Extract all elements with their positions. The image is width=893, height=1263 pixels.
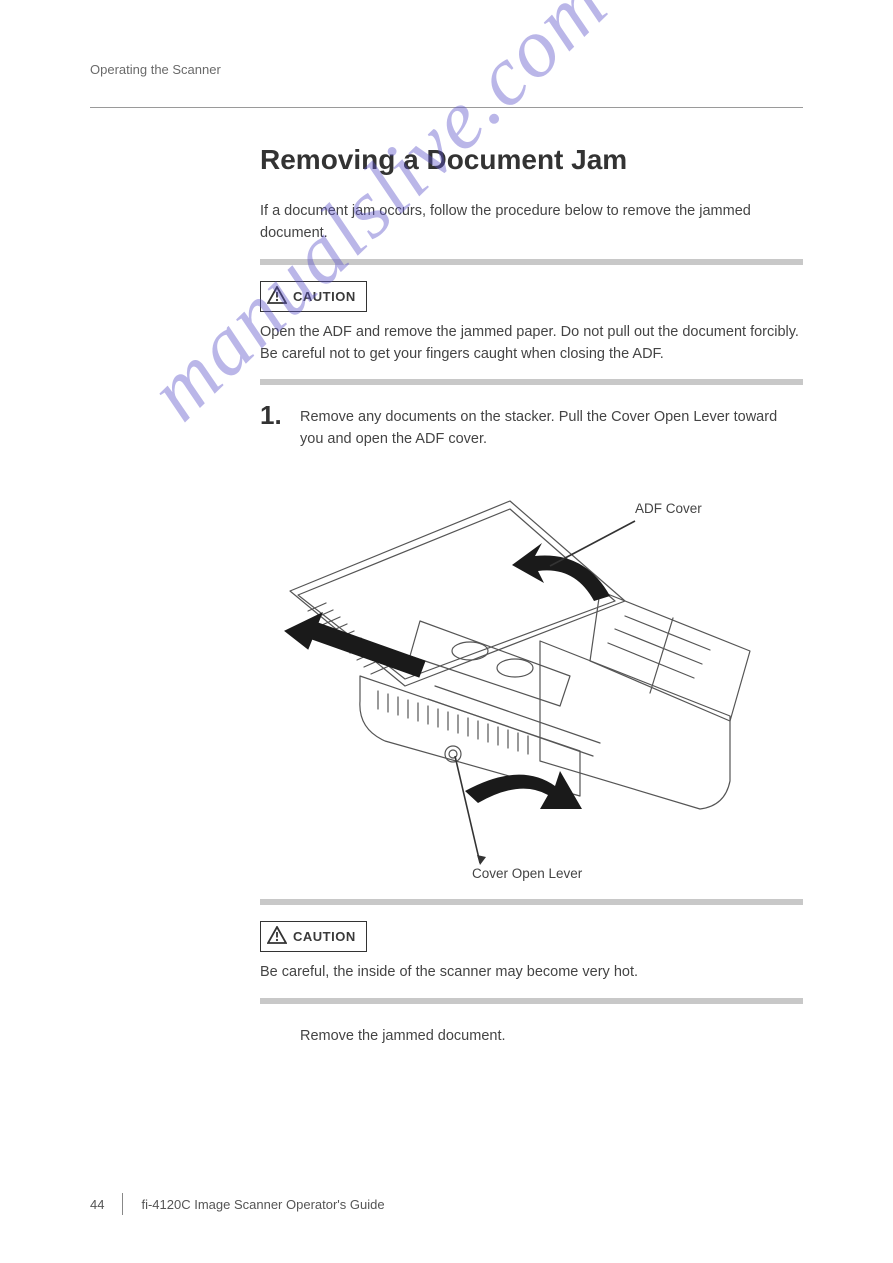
figure: ADF Cover bbox=[260, 461, 803, 891]
end-text: Remove the jammed document. bbox=[300, 1026, 803, 1048]
header-rule bbox=[90, 107, 803, 108]
step-1: 1. Remove any documents on the stacker. … bbox=[260, 401, 803, 451]
doc-title: fi-4120C Image Scanner Operator's Guide bbox=[141, 1197, 384, 1212]
caution-box-2: CAUTION bbox=[260, 921, 367, 952]
callout-open-lever: Cover Open Lever bbox=[472, 866, 582, 881]
footer-divider bbox=[122, 1193, 123, 1215]
gray-rule-2 bbox=[260, 379, 803, 385]
intro-text: If a document jam occurs, follow the pro… bbox=[260, 200, 803, 245]
warning-triangle-icon bbox=[267, 286, 287, 307]
caution-label-2: CAUTION bbox=[293, 929, 356, 944]
scanner-illustration bbox=[230, 461, 790, 881]
gray-rule-4 bbox=[260, 998, 803, 1004]
footer: 44 fi-4120C Image Scanner Operator's Gui… bbox=[90, 1193, 385, 1215]
section-title: Removing a Document Jam bbox=[260, 144, 803, 176]
step-text: Remove any documents on the stacker. Pul… bbox=[300, 401, 803, 451]
caution-text-1: Open the ADF and remove the jammed paper… bbox=[260, 322, 803, 366]
page-number: 44 bbox=[90, 1197, 104, 1212]
content-column: If a document jam occurs, follow the pro… bbox=[260, 200, 803, 1047]
step-num: 1. bbox=[260, 401, 282, 451]
caution-text-2: Be careful, the inside of the scanner ma… bbox=[260, 962, 803, 984]
gray-rule-1 bbox=[260, 259, 803, 265]
caution-label-1: CAUTION bbox=[293, 289, 356, 304]
gray-rule-3 bbox=[260, 899, 803, 905]
page-root: Operating the Scanner Removing a Documen… bbox=[0, 0, 893, 1263]
caution-box-1: CAUTION bbox=[260, 281, 367, 312]
warning-triangle-icon bbox=[267, 926, 287, 947]
header-label: Operating the Scanner bbox=[90, 62, 803, 77]
